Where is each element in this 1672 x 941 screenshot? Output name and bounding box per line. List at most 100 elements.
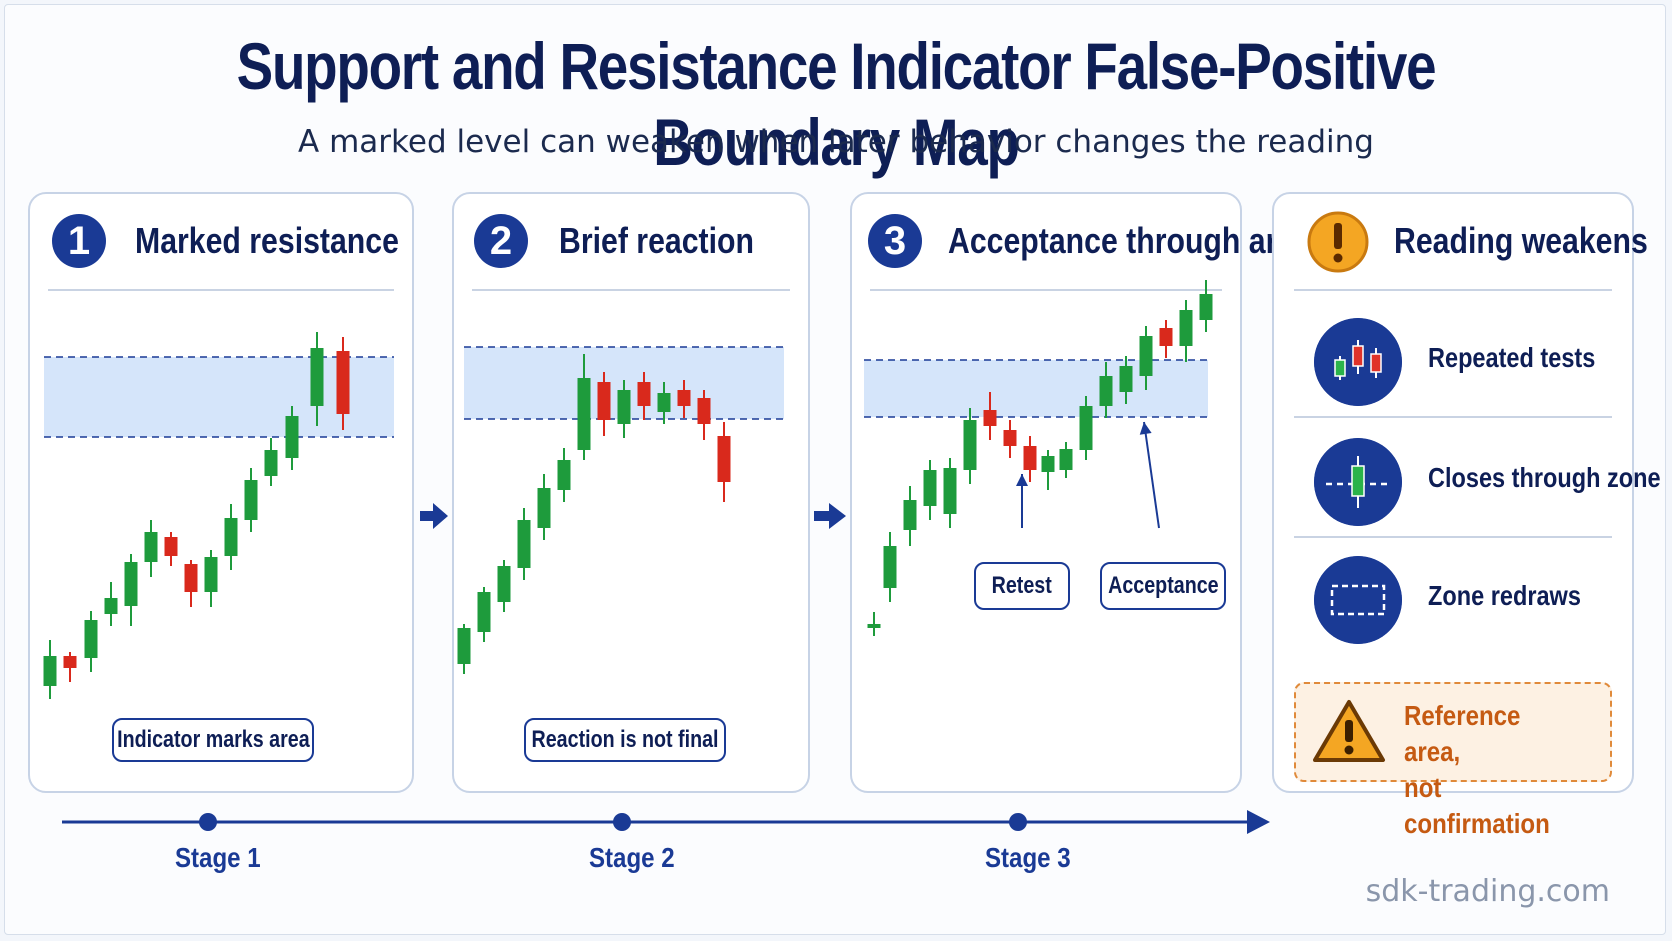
- bull-candle: [1059, 449, 1073, 470]
- bear-candle: [1159, 328, 1173, 346]
- retest-callout: Retest: [974, 562, 1070, 610]
- bull-candle: [1199, 294, 1213, 320]
- stage-1-divider: [48, 289, 394, 291]
- stage-3-panel: 3 Acceptance through area Retest Accepta…: [850, 192, 1311, 793]
- stage-2-panel: 2 Brief reaction Reaction is not final: [452, 192, 810, 793]
- bull-candle: [1079, 406, 1093, 450]
- sidebar-item-label: Closes through zone: [1428, 462, 1661, 493]
- sidebar-item-repeated-tests: Repeated tests: [1294, 304, 1612, 414]
- bull-candle: [1119, 366, 1133, 392]
- stage-2-label: Stage 2: [588, 842, 675, 873]
- stage-3-chart: [864, 280, 1213, 636]
- stage-1-title: Marked resistance: [135, 220, 399, 261]
- bear-candle: [677, 390, 691, 406]
- stage-1-panel: 1 Marked resistance Indicator marks area: [28, 192, 414, 793]
- bull-candle: [244, 480, 258, 520]
- sidebar-item-label: Repeated tests: [1428, 342, 1596, 373]
- bear-candle: [637, 382, 651, 406]
- bull-candle: [867, 624, 881, 628]
- sidebar-divider-top: [1294, 289, 1612, 291]
- flow-arrow-2-icon: [814, 503, 846, 529]
- bull-candle: [1179, 310, 1193, 346]
- sidebar-divider: [1294, 536, 1612, 538]
- warning-line-2: not confirmation: [1404, 772, 1550, 839]
- stage-2-number-badge: 2: [474, 214, 528, 268]
- bull-candle: [104, 598, 118, 614]
- stage-3-divider: [870, 289, 1222, 291]
- stage-2-chart: [457, 346, 784, 674]
- reading-weakens-panel: Reading weakens Repeated tests Closes th…: [1272, 192, 1661, 839]
- bull-candle: [537, 488, 551, 528]
- bull-candle: [943, 468, 957, 514]
- bull-candle: [1139, 336, 1153, 376]
- reference-area-warning: Reference area, not confirmation: [1294, 682, 1612, 839]
- bull-candle: [457, 628, 471, 664]
- page-subtitle: A marked level can weaken when later beh…: [298, 124, 1374, 160]
- bull-candle: [1041, 456, 1055, 472]
- stage-2-divider: [472, 289, 790, 291]
- resistance-zone: [44, 357, 394, 437]
- bull-candle: [557, 460, 571, 490]
- stage-1-label: Stage 1: [174, 842, 261, 873]
- warning-line-1: Reference area,: [1404, 700, 1521, 767]
- candles-icon: [1314, 318, 1402, 406]
- stage-2-callout: Reaction is not final: [524, 718, 726, 762]
- sidebar-divider: [1294, 416, 1612, 418]
- warning-triangle-icon: [1313, 700, 1385, 762]
- sidebar-item-zone-redraws: Zone redraws: [1294, 542, 1612, 652]
- stage-2-header: 2 Brief reaction: [454, 214, 808, 274]
- bear-candle: [1003, 430, 1017, 446]
- sidebar-item-label: Zone redraws: [1428, 580, 1581, 611]
- bear-candle: [983, 410, 997, 426]
- bear-candle: [63, 656, 77, 668]
- stage-3-title: Acceptance through area: [948, 220, 1311, 261]
- bull-candle: [204, 557, 218, 592]
- stage-1-callout-label: Indicator marks area: [116, 726, 310, 753]
- dashed-box-icon: [1314, 556, 1402, 644]
- bull-candle: [477, 592, 491, 632]
- acceptance-callout: Acceptance: [1100, 562, 1226, 610]
- bull-candle: [903, 500, 917, 530]
- callout-pointer: [1143, 421, 1160, 529]
- bull-candle: [577, 378, 591, 450]
- stage-1-number-badge: 1: [52, 214, 106, 268]
- reading-weakens-title: Reading weakens: [1394, 220, 1648, 261]
- bull-candle: [497, 566, 511, 602]
- bull-candle: [657, 393, 671, 412]
- stage-2-title: Brief reaction: [559, 220, 754, 261]
- bull-candle: [310, 348, 324, 406]
- bull-candle: [963, 420, 977, 470]
- bear-candle: [184, 564, 198, 592]
- page-title: Support and Resistance Indicator False-P…: [236, 29, 1437, 179]
- stage-3-label: Stage 3: [984, 842, 1071, 873]
- bull-candle: [144, 532, 158, 562]
- arrowhead-icon: [1139, 422, 1152, 435]
- bear-candle: [336, 351, 350, 414]
- resistance-zone: [864, 360, 1208, 417]
- timeline-arrowhead-icon: [1247, 810, 1270, 834]
- bull-candle: [264, 450, 278, 476]
- arrowhead-icon: [1016, 474, 1028, 486]
- bear-candle: [164, 537, 178, 556]
- bull-candle: [617, 390, 631, 424]
- stage-timeline: [62, 810, 1270, 834]
- timeline-dot: [199, 813, 217, 831]
- stage-3-header: 3 Acceptance through area: [852, 214, 1311, 274]
- bull-candle: [224, 518, 238, 556]
- bull-candle: [1099, 376, 1113, 406]
- stage-2-callout-label: Reaction is not final: [531, 726, 719, 753]
- bull-candle: [84, 620, 98, 658]
- candle-through-line-icon: [1314, 438, 1402, 526]
- bear-candle: [597, 382, 611, 420]
- bear-candle: [1023, 446, 1037, 470]
- sidebar-item-closes-through-zone: Closes through zone: [1294, 424, 1661, 534]
- timeline-dot: [1009, 813, 1027, 831]
- bull-candle: [883, 546, 897, 588]
- brand-watermark: sdk-trading.com: [1365, 874, 1610, 909]
- reading-weakens-header: Reading weakens: [1274, 211, 1648, 274]
- exclamation-icon: [1307, 211, 1369, 273]
- bull-candle: [923, 470, 937, 506]
- flow-arrow-1-icon: [420, 503, 448, 529]
- bull-candle: [124, 562, 138, 606]
- timeline-dot: [613, 813, 631, 831]
